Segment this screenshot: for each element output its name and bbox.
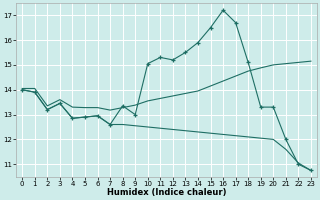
X-axis label: Humidex (Indice chaleur): Humidex (Indice chaleur) (107, 188, 226, 197)
